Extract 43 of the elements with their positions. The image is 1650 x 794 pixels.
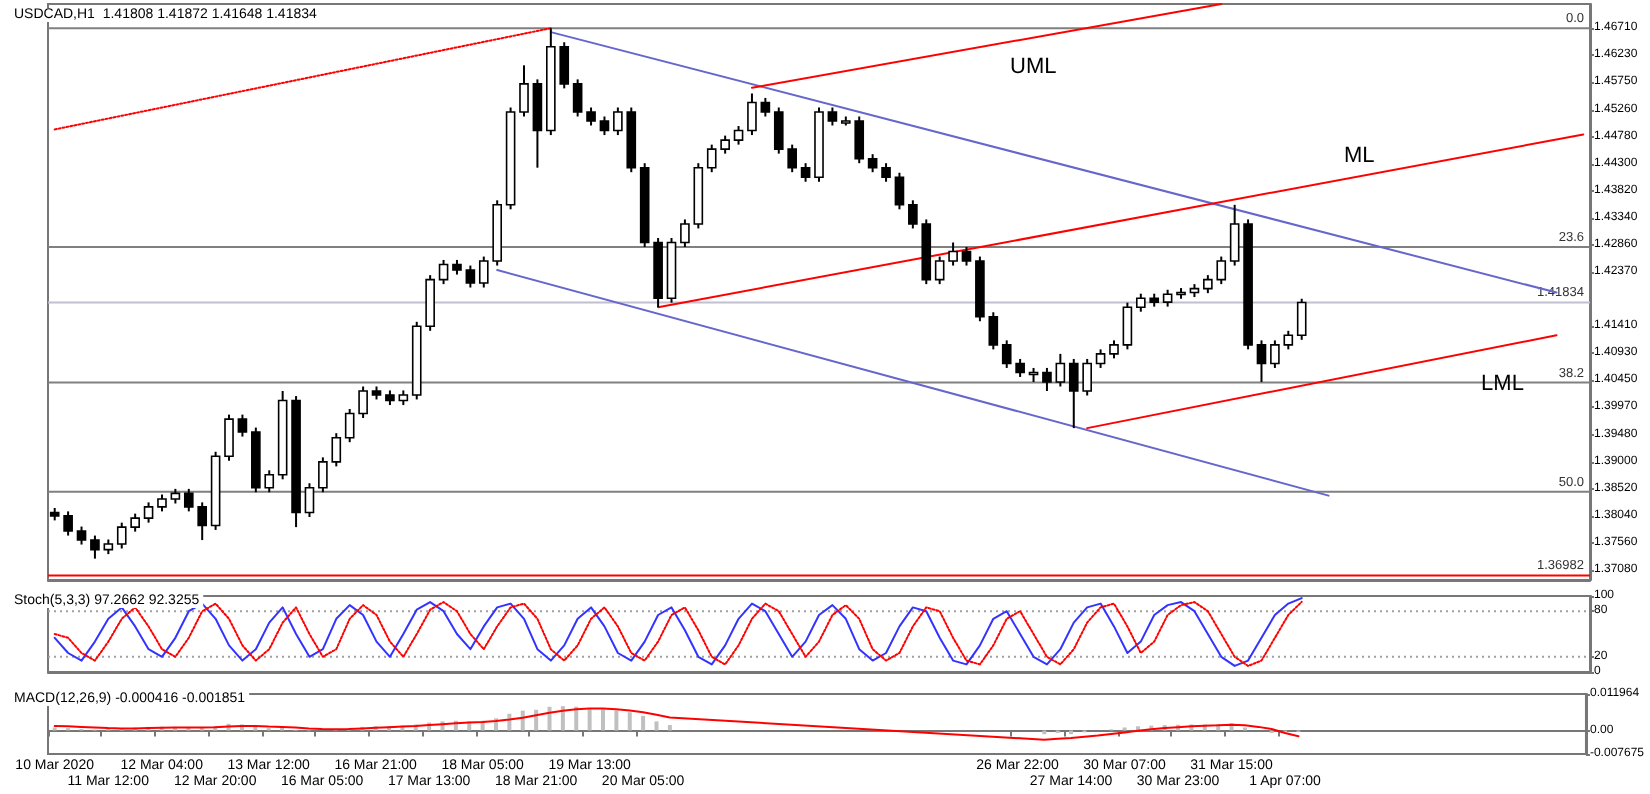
bar <box>641 715 646 731</box>
candlestick <box>961 246 972 267</box>
candlestick <box>532 78 543 169</box>
candlestick <box>76 525 87 546</box>
bar <box>534 709 539 731</box>
candlestick <box>800 162 811 183</box>
bar <box>667 725 672 731</box>
candlestick <box>1095 348 1106 369</box>
candlestick <box>143 501 154 524</box>
candlestick <box>1256 339 1267 383</box>
candlestick <box>881 162 891 183</box>
candlestick <box>1296 297 1307 341</box>
candlestick <box>572 78 583 118</box>
candlestick <box>90 534 100 560</box>
series-label: ML <box>1344 143 1375 168</box>
candlestick <box>224 413 234 462</box>
candlestick <box>519 64 529 118</box>
candlestick <box>237 413 248 438</box>
candlestick <box>1042 366 1052 392</box>
bar <box>614 710 619 731</box>
candlestick <box>733 125 744 146</box>
candlestick <box>1122 301 1133 351</box>
candlestick <box>760 96 771 118</box>
candlestick <box>747 92 757 137</box>
candlestick <box>304 482 315 518</box>
candlestick <box>465 264 476 289</box>
bar <box>654 721 659 731</box>
candlestick <box>1055 352 1066 388</box>
candlestick <box>1229 203 1240 267</box>
bar <box>601 709 605 731</box>
line-series <box>53 707 1300 741</box>
bar <box>574 706 579 731</box>
bar <box>547 706 552 731</box>
series-label: UML <box>1010 55 1057 79</box>
series-label: LML <box>1481 372 1524 397</box>
bar <box>587 707 592 731</box>
candlestick <box>867 153 878 174</box>
candlestick <box>438 258 449 286</box>
bar <box>520 710 525 731</box>
candlestick <box>599 115 610 137</box>
bar <box>627 712 632 731</box>
candlestick <box>894 171 905 211</box>
bar <box>560 706 565 731</box>
